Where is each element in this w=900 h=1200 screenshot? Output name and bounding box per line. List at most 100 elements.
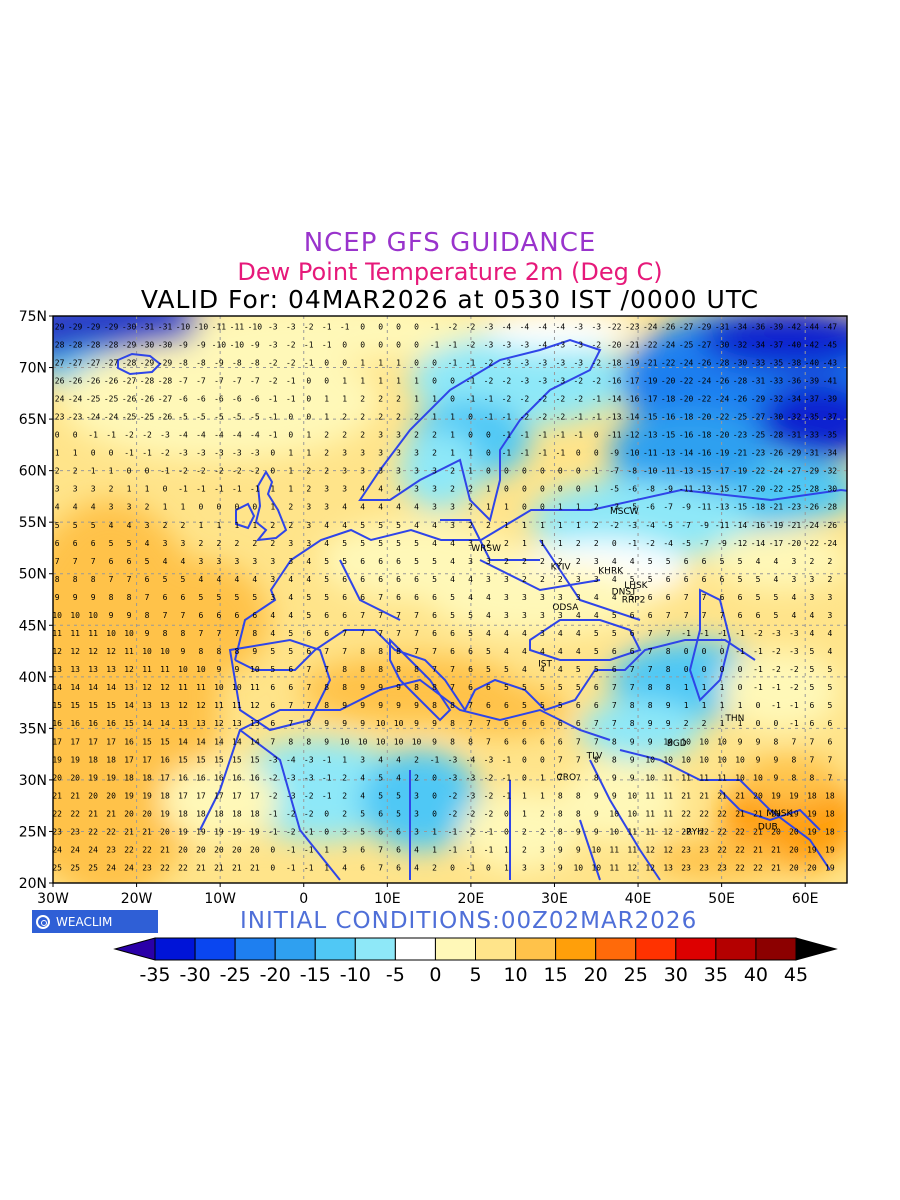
grid-value: 12 — [88, 647, 98, 656]
grid-value: -1 — [286, 845, 296, 854]
grid-value: 10 — [591, 864, 601, 873]
grid-value: -3 — [160, 431, 170, 440]
grid-value: 8 — [630, 701, 635, 710]
grid-value: 0 — [702, 665, 707, 674]
grid-value: 12 — [178, 701, 188, 710]
grid-value: 6 — [702, 575, 707, 584]
grid-value: 3 — [414, 827, 419, 836]
grid-value: -33 — [751, 358, 766, 367]
grid-value: 9 — [630, 773, 635, 782]
grid-value: 0 — [163, 485, 168, 494]
grid-value: 13 — [178, 719, 188, 728]
grid-value: 6 — [199, 611, 204, 620]
grid-value: 7 — [306, 701, 311, 710]
lat-label: 60N — [19, 464, 47, 480]
grid-value: 4 — [612, 575, 617, 584]
grid-value: 5 — [756, 593, 761, 602]
grid-value: 18 — [106, 755, 116, 764]
grid-value: 1 — [684, 683, 689, 692]
grid-value: 23 — [142, 864, 152, 873]
grid-value: 6 — [109, 557, 114, 566]
grid-value: 5 — [756, 575, 761, 584]
lon-label: 30W — [37, 891, 69, 907]
grid-value: -17 — [625, 376, 640, 385]
grid-value: 11 — [232, 701, 242, 710]
grid-value: 5 — [504, 683, 509, 692]
grid-value: 11 — [627, 827, 637, 836]
grid-value: 21 — [753, 845, 763, 854]
grid-value: 2 — [414, 755, 419, 764]
grid-value: 4 — [414, 864, 419, 873]
grid-value: 9 — [378, 701, 383, 710]
grid-value: 8 — [252, 629, 257, 638]
grid-value: 3 — [306, 503, 311, 512]
grid-value: -2 — [771, 647, 781, 656]
grid-value: -40 — [787, 340, 802, 349]
grid-value: 1 — [360, 358, 365, 367]
grid-value: 21 — [52, 791, 62, 800]
grid-value: -1 — [430, 322, 440, 331]
grid-value: -2 — [124, 431, 134, 440]
grid-value: 19 — [52, 755, 62, 764]
grid-value: 25 — [88, 864, 98, 873]
grid-value: -32 — [823, 467, 838, 476]
colorbar-label: -5 — [386, 964, 405, 986]
grid-value: 5 — [270, 647, 275, 656]
grid-value: 3 — [414, 467, 419, 476]
grid-value: -18 — [697, 431, 712, 440]
grid-value: 8 — [342, 683, 347, 692]
grid-value: 20 — [771, 809, 781, 818]
station-label: WRSW — [471, 544, 501, 554]
grid-value: 17 — [70, 737, 80, 746]
grid-value: 0 — [414, 358, 419, 367]
grid-value: -11 — [661, 467, 676, 476]
grid-value: 0 — [576, 467, 581, 476]
grid-value: 16 — [214, 773, 224, 782]
grid-value: 14 — [88, 683, 98, 692]
grid-value: 4 — [360, 485, 365, 494]
grid-value: -47 — [823, 322, 838, 331]
grid-value: 5 — [738, 575, 743, 584]
grid-value: -27 — [104, 358, 119, 367]
grid-value: 5 — [809, 647, 814, 656]
grid-value: 4 — [558, 629, 563, 638]
grid-value: 9 — [396, 701, 401, 710]
grid-value: -28 — [122, 358, 137, 367]
grid-value: 8 — [91, 575, 96, 584]
grid-value: -7 — [681, 521, 691, 530]
grid-value: -2 — [250, 467, 260, 476]
grid-value: 9 — [432, 719, 437, 728]
grid-value: 4 — [414, 521, 419, 530]
grid-value: 0 — [558, 467, 563, 476]
grid-value: 3 — [234, 557, 239, 566]
grid-value: 14 — [196, 737, 206, 746]
grid-value: -5 — [250, 413, 260, 422]
grid-value: 3 — [540, 611, 545, 620]
grid-value: 2 — [702, 719, 707, 728]
grid-value: 11 — [663, 791, 673, 800]
grid-value: -10 — [212, 340, 227, 349]
grid-value: 13 — [52, 665, 62, 674]
grid-value: -1 — [448, 340, 458, 349]
grid-value: -3 — [591, 322, 601, 331]
grid-value: 0 — [612, 539, 617, 548]
grid-value: 3 — [504, 575, 509, 584]
grid-value: 1 — [288, 485, 293, 494]
grid-value: 6 — [827, 737, 832, 746]
grid-value: 7 — [612, 701, 617, 710]
grid-value: 7 — [576, 737, 581, 746]
grid-value: -11 — [230, 322, 245, 331]
grid-value: 3 — [306, 539, 311, 548]
grid-value: 5 — [522, 701, 527, 710]
grid-value: 21 — [214, 864, 224, 873]
title-valid-time: VALID For: 04MAR2026 at 0530 IST /0000 U… — [140, 285, 760, 314]
grid-value: 5 — [163, 575, 168, 584]
grid-value: -33 — [769, 376, 784, 385]
grid-value: 1 — [432, 845, 437, 854]
grid-value: 9 — [738, 737, 743, 746]
grid-value: -25 — [787, 485, 802, 494]
grid-value: -6 — [250, 394, 260, 403]
grid-value: 2 — [145, 503, 150, 512]
grid-value: 1 — [720, 701, 725, 710]
grid-value: 4 — [827, 629, 832, 638]
